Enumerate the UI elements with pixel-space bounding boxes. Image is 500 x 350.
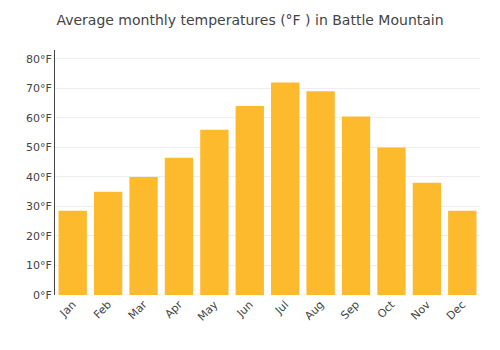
svg-text:Oct: Oct <box>375 298 398 321</box>
svg-text:Jul: Jul <box>272 298 291 317</box>
svg-text:Average monthly temperatures (: Average monthly temperatures (°F ) in Ba… <box>56 12 443 28</box>
svg-text:10°F: 10°F <box>26 259 52 272</box>
svg-text:Mar: Mar <box>126 298 150 322</box>
svg-text:0°F: 0°F <box>33 289 52 302</box>
svg-text:30°F: 30°F <box>26 200 52 213</box>
svg-text:May: May <box>195 298 221 324</box>
svg-text:Dec: Dec <box>444 298 468 322</box>
svg-text:Apr: Apr <box>162 298 185 321</box>
svg-text:80°F: 80°F <box>26 53 52 66</box>
svg-text:Jan: Jan <box>57 298 79 320</box>
svg-text:Sep: Sep <box>338 298 362 322</box>
svg-text:50°F: 50°F <box>26 141 52 154</box>
svg-text:Jun: Jun <box>234 298 256 320</box>
svg-text:40°F: 40°F <box>26 171 52 184</box>
svg-text:Feb: Feb <box>91 298 114 321</box>
svg-text:70°F: 70°F <box>26 82 52 95</box>
svg-text:Aug: Aug <box>302 298 326 322</box>
svg-text:60°F: 60°F <box>26 112 52 125</box>
svg-text:20°F: 20°F <box>26 230 52 243</box>
svg-text:Nov: Nov <box>409 298 434 323</box>
